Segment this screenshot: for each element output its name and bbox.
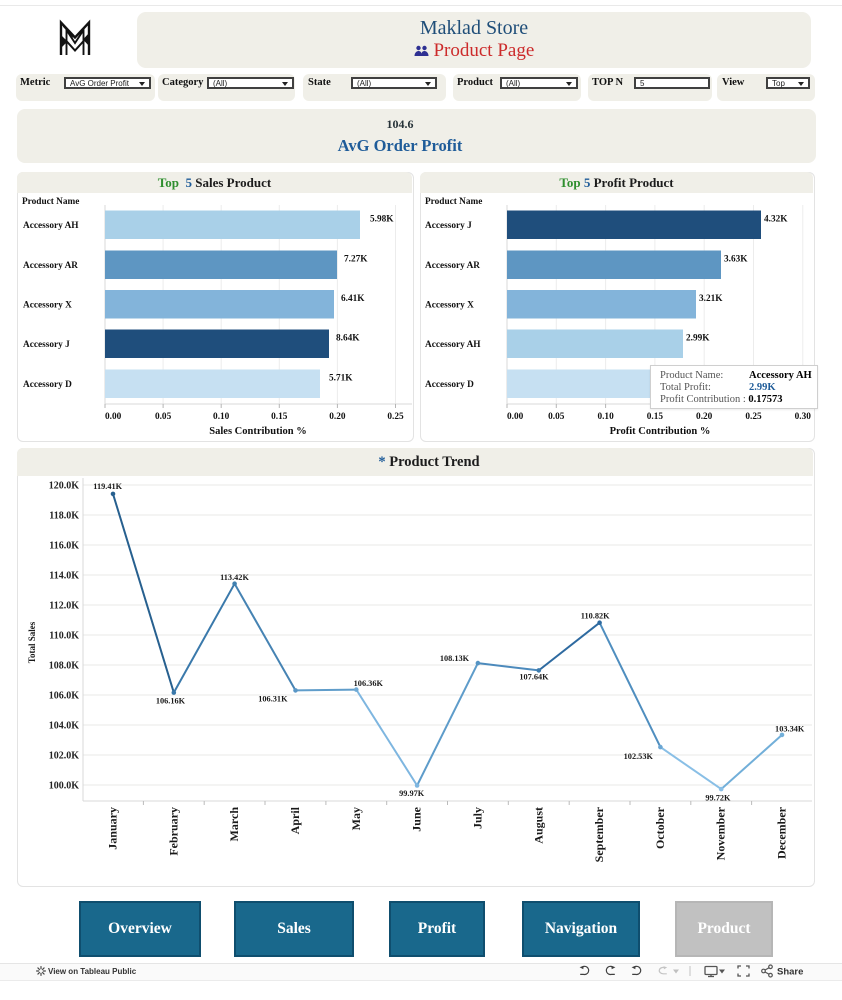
- svg-text:Accessory D: Accessory D: [23, 380, 72, 390]
- svg-text:September: September: [592, 806, 606, 862]
- svg-text:Accessory AR: Accessory AR: [23, 261, 78, 271]
- svg-text:Accessory AH: Accessory AH: [425, 340, 481, 350]
- svg-text:Accessory J: Accessory J: [23, 340, 70, 350]
- svg-text:116.0K: 116.0K: [49, 541, 79, 552]
- svg-text:99.97K: 99.97K: [399, 789, 425, 798]
- svg-text:3.63K: 3.63K: [724, 255, 748, 265]
- svg-text:0.00: 0.00: [507, 412, 524, 422]
- svg-text:108.13K: 108.13K: [440, 654, 470, 663]
- svg-text:May: May: [349, 807, 363, 830]
- svg-text:106.0K: 106.0K: [49, 691, 80, 702]
- svg-text:110.0K: 110.0K: [49, 631, 79, 642]
- svg-text:108.0K: 108.0K: [49, 661, 80, 672]
- svg-text:January: January: [106, 807, 120, 850]
- svg-text:0.20: 0.20: [696, 412, 713, 422]
- svg-text:118.0K: 118.0K: [49, 511, 79, 522]
- svg-text:February: February: [166, 807, 180, 856]
- svg-text:Accessory X: Accessory X: [425, 301, 474, 311]
- svg-text:4.32K: 4.32K: [764, 215, 788, 225]
- svg-text:5.71K: 5.71K: [329, 374, 353, 384]
- svg-text:0.05: 0.05: [548, 412, 565, 422]
- svg-text:114.0K: 114.0K: [49, 571, 79, 582]
- svg-text:Product Name: Product Name: [22, 197, 79, 207]
- svg-text:Accessory AR: Accessory AR: [425, 261, 480, 271]
- svg-text:99.72K: 99.72K: [705, 794, 731, 803]
- svg-text:December: December: [775, 806, 789, 859]
- svg-text:August: August: [531, 807, 545, 844]
- svg-text:Share: Share: [777, 967, 803, 978]
- svg-text:0.15: 0.15: [271, 412, 288, 422]
- svg-text:112.0K: 112.0K: [49, 601, 79, 612]
- svg-text:107.64K: 107.64K: [519, 673, 549, 682]
- svg-text:Accessory D: Accessory D: [425, 380, 474, 390]
- svg-text:103.34K: 103.34K: [775, 725, 805, 734]
- svg-text:2.99K: 2.99K: [686, 334, 710, 344]
- svg-text:104.0K: 104.0K: [49, 721, 80, 732]
- svg-text:106.31K: 106.31K: [258, 695, 288, 704]
- svg-text:120.0K: 120.0K: [49, 481, 80, 492]
- svg-text:July: July: [470, 807, 484, 829]
- svg-text:119.41K: 119.41K: [93, 482, 122, 491]
- svg-text:100.0K: 100.0K: [49, 781, 80, 792]
- svg-text:0.25: 0.25: [387, 412, 404, 422]
- svg-text:Sales Contribution %: Sales Contribution %: [209, 426, 306, 437]
- svg-text:Product Name: Product Name: [425, 197, 482, 207]
- svg-text:8.64K: 8.64K: [336, 334, 360, 344]
- svg-text:November: November: [714, 806, 728, 860]
- svg-text:110.82K: 110.82K: [581, 611, 610, 620]
- svg-text:106.36K: 106.36K: [354, 679, 384, 688]
- svg-text:0.15: 0.15: [647, 412, 664, 422]
- svg-text:Accessory AH: Accessory AH: [23, 221, 79, 231]
- svg-text:0.30: 0.30: [795, 412, 812, 422]
- svg-text:102.0K: 102.0K: [49, 751, 80, 762]
- svg-text:6.41K: 6.41K: [341, 294, 365, 304]
- svg-text:June: June: [410, 806, 424, 831]
- svg-text:113.42K: 113.42K: [220, 573, 249, 582]
- svg-text:0.25: 0.25: [745, 412, 762, 422]
- svg-text:October: October: [653, 806, 667, 849]
- svg-text:0.10: 0.10: [597, 412, 614, 422]
- svg-text:Total Sales: Total Sales: [27, 621, 37, 663]
- svg-text:Accessory J: Accessory J: [425, 221, 472, 231]
- svg-text:April: April: [288, 806, 302, 834]
- svg-text:0.10: 0.10: [213, 412, 230, 422]
- svg-text:102.53K: 102.53K: [624, 752, 654, 761]
- svg-text:March: March: [227, 807, 241, 842]
- svg-text:7.27K: 7.27K: [344, 255, 368, 265]
- svg-text:0.00: 0.00: [105, 412, 122, 422]
- svg-text:3.21K: 3.21K: [699, 294, 723, 304]
- svg-text:0.05: 0.05: [155, 412, 172, 422]
- svg-text:Accessory X: Accessory X: [23, 301, 72, 311]
- svg-text:0.20: 0.20: [329, 412, 346, 422]
- svg-text:Profit Contribution %: Profit Contribution %: [610, 426, 711, 437]
- svg-text:106.16K: 106.16K: [156, 697, 186, 706]
- svg-text:5.98K: 5.98K: [370, 215, 394, 225]
